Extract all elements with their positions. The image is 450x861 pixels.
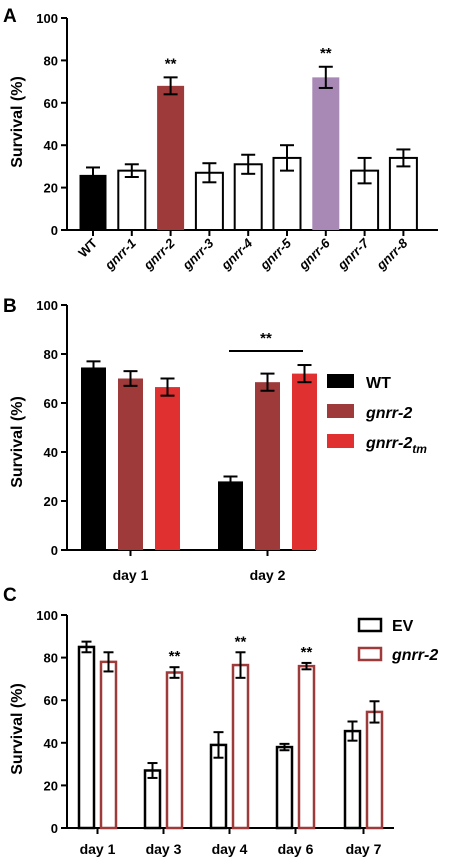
panel-c-bar	[275, 745, 294, 830]
panel-a-label: A	[3, 6, 17, 27]
panel-a-x-tick-label: gnrr-8	[373, 235, 411, 273]
panel-b-bar	[255, 382, 280, 550]
panel-a-bar	[117, 169, 147, 231]
panel-b-y-tick-label: 60	[44, 396, 58, 411]
panel-a-y-tick-label: 40	[44, 138, 58, 153]
panel-c-y-tick-label: 100	[36, 608, 58, 623]
panel-b-legend-swatch	[327, 434, 354, 448]
panel-b-legend-name: gnrr-2	[365, 435, 412, 452]
panel-b-bar	[218, 481, 243, 550]
panel-c-bar	[365, 710, 384, 830]
panel-c-y-tick-label: 80	[44, 651, 58, 666]
panel-a-bar	[79, 174, 107, 230]
panel-b-legend-swatch	[327, 404, 354, 418]
panel-c-y-axis-label: Survival (%)	[9, 683, 26, 775]
panel-b: B Survival (%) 0 20 40 60 80 100 day 1 day 2 *…	[3, 296, 427, 583]
panel-b-x-tick-label: day 2	[250, 567, 286, 583]
panel-b-legend-label: gnrr-2tm	[365, 435, 427, 456]
panel-b-label: B	[3, 296, 17, 317]
panel-c-x-tick-label: day 3	[146, 841, 182, 857]
panel-b-legend-name: WT	[366, 375, 391, 392]
panel-a-x-tick-label: gnrr-4	[217, 235, 255, 273]
panel-c-bar	[77, 645, 96, 830]
panel-a-bar	[312, 77, 340, 230]
panel-a-y-tick-label: 20	[44, 181, 58, 196]
panel-b-x-tick-label: day 1	[113, 567, 149, 583]
panel-b-y-tick-label: 40	[44, 445, 58, 460]
panel-c-y-tick-label: 0	[51, 821, 58, 836]
panel-c-legend-swatch	[357, 617, 383, 633]
panel-a-bar	[388, 156, 418, 231]
panel-c-y-tick-label: 40	[44, 736, 58, 751]
panel-a-x-tick-label: gnrr-1	[101, 236, 139, 274]
panel-a-y-tick-label: 60	[44, 96, 58, 111]
panel-a-significance-label: **	[165, 55, 177, 72]
panel-b-legend-name: gnrr-2	[365, 405, 412, 422]
panel-a-bar	[233, 163, 263, 231]
panel-c-significance-label: **	[235, 633, 247, 650]
panel-c-bar	[165, 671, 184, 830]
panel-c: C Survival (%) 0 20 40 60 80 100 ** ** ** day 1…	[3, 585, 438, 857]
panel-a-y-tick-label: 80	[44, 53, 58, 68]
panel-c-x-tick-label: day 4	[212, 841, 248, 857]
panel-c-significance-label: **	[169, 648, 181, 665]
panel-b-bar	[292, 373, 317, 550]
panel-c-bar	[343, 729, 362, 830]
panel-a-x-tick-label: gnrr-2	[140, 235, 178, 273]
panel-c-legend-swatch	[357, 646, 383, 662]
panel-a-y-axis-label: Survival (%)	[9, 76, 26, 168]
panel-a-y-tick-label: 100	[36, 11, 58, 26]
panel-c-bar	[143, 769, 162, 830]
panel-b-y-tick-label: 80	[44, 347, 58, 362]
panel-a-bar	[157, 85, 185, 230]
panel-c-bar	[99, 660, 118, 830]
panel-c-x-tick-label: day 7	[346, 841, 382, 857]
panel-b-significance-label: **	[260, 330, 272, 347]
panel-c-legend-label: EV	[392, 618, 414, 635]
panel-c-y-tick-label: 20	[44, 778, 58, 793]
panel-c-label: C	[3, 585, 17, 606]
panel-b-y-tick-label: 0	[51, 543, 58, 558]
panel-a-x-tick-label: gnrr-5	[256, 235, 294, 273]
panel-c-x-tick-label: day 6	[278, 841, 314, 857]
panel-b-legend-label: gnrr-2	[365, 405, 412, 422]
panel-b-y-axis-label: Survival (%)	[9, 396, 26, 488]
panel-a-x-tick-label: WT	[75, 235, 100, 260]
panel-a-y-tick-label: 0	[51, 223, 58, 238]
panel-c-legend-label: gnrr-2	[391, 647, 438, 664]
panel-c-y-tick-label: 60	[44, 693, 58, 708]
panel-c-x-tick-label: day 1	[80, 841, 116, 857]
panel-a-x-tick-label: gnrr-3	[179, 235, 217, 273]
panel-b-bar	[118, 378, 143, 550]
panel-a-x-tick-label: gnrr-7	[334, 235, 372, 273]
panel-a-x-tick-label: gnrr-6	[295, 235, 333, 273]
panel-b-y-tick-label: 100	[36, 298, 58, 313]
panel-c-bar	[297, 664, 316, 830]
panel-c-bar	[231, 663, 250, 830]
panel-c-significance-label: **	[301, 644, 313, 661]
panel-b-legend-label: WT	[366, 375, 391, 392]
panel-b-legend-subscript: tm	[412, 442, 427, 456]
panel-b-legend-swatch	[327, 374, 354, 388]
panel-a-significance-label: **	[320, 45, 332, 62]
panel-b-bar	[81, 367, 106, 550]
panel-b-y-tick-label: 20	[44, 494, 58, 509]
panel-b-bar	[155, 387, 180, 550]
